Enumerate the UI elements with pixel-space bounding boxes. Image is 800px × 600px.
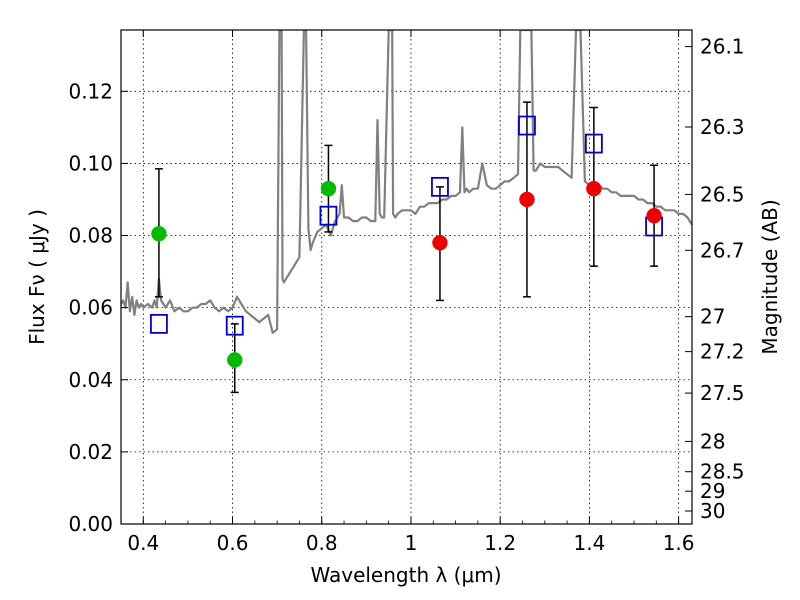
x-tick-label: 1.6 bbox=[663, 531, 695, 555]
right-tick-label: 26.7 bbox=[700, 238, 745, 262]
axes: 0.4 0.6 0.8 1 1.2 1.4 1.6 0.00 0.02 0.04 0.06 0.08 0… bbox=[68, 30, 745, 555]
model-photometry-point bbox=[431, 176, 449, 197]
observed-point bbox=[151, 225, 167, 242]
y-tick-label: 0.06 bbox=[68, 296, 113, 320]
model-photometry-point bbox=[225, 315, 244, 336]
observed-point bbox=[519, 191, 535, 208]
right-tick-label: 26.1 bbox=[700, 35, 745, 59]
y-tick-label: 0.08 bbox=[68, 224, 113, 248]
observed-point bbox=[320, 180, 337, 197]
model-photometry-point bbox=[518, 115, 536, 136]
right-tick-label: 27.2 bbox=[700, 340, 745, 364]
right-tick-label: 27.5 bbox=[700, 381, 745, 405]
spectrum-line bbox=[121, 30, 692, 334]
right-tick-label: 27 bbox=[700, 305, 725, 329]
y-tick-label: 0.04 bbox=[68, 368, 113, 392]
x-tick-label: 0.8 bbox=[306, 531, 338, 555]
right-tick-label: 26.3 bbox=[700, 115, 745, 139]
right-tick-label: 28 bbox=[700, 429, 725, 453]
x-tick-label: 1.2 bbox=[484, 531, 516, 555]
x-tick-label: 0.4 bbox=[127, 531, 159, 555]
y-axis-right-title: Magnitude (AB) bbox=[758, 199, 782, 354]
observed-point bbox=[586, 180, 602, 197]
right-tick-label: 29 bbox=[700, 479, 725, 503]
right-tick-label: 30 bbox=[700, 499, 725, 523]
y-tick-label: 0.00 bbox=[68, 512, 113, 536]
y-tick-label: 0.12 bbox=[68, 79, 113, 103]
right-tick-label: 28.5 bbox=[700, 460, 745, 484]
y-tick-label: 0.02 bbox=[68, 440, 113, 464]
plot-area bbox=[121, 30, 692, 394]
grid bbox=[121, 30, 692, 524]
x-tick-label: 0.6 bbox=[217, 531, 249, 555]
observed-point bbox=[646, 207, 662, 224]
plot-frame bbox=[120, 29, 693, 525]
x-tick-label: 1 bbox=[405, 531, 418, 555]
right-tick-label: 26.5 bbox=[700, 182, 745, 206]
model-photometry-point bbox=[150, 313, 168, 334]
observed-point bbox=[227, 352, 243, 368]
x-axis-title: Wavelength λ (μm) bbox=[310, 563, 501, 587]
model-photometry-point bbox=[319, 205, 338, 226]
observed-point bbox=[432, 234, 448, 251]
y-tick-label: 0.10 bbox=[68, 151, 113, 175]
y-axis-left-title: Flux Fν ( μJy ) bbox=[25, 209, 49, 345]
x-tick-label: 1.4 bbox=[573, 531, 605, 555]
model-photometry-point bbox=[584, 133, 603, 154]
